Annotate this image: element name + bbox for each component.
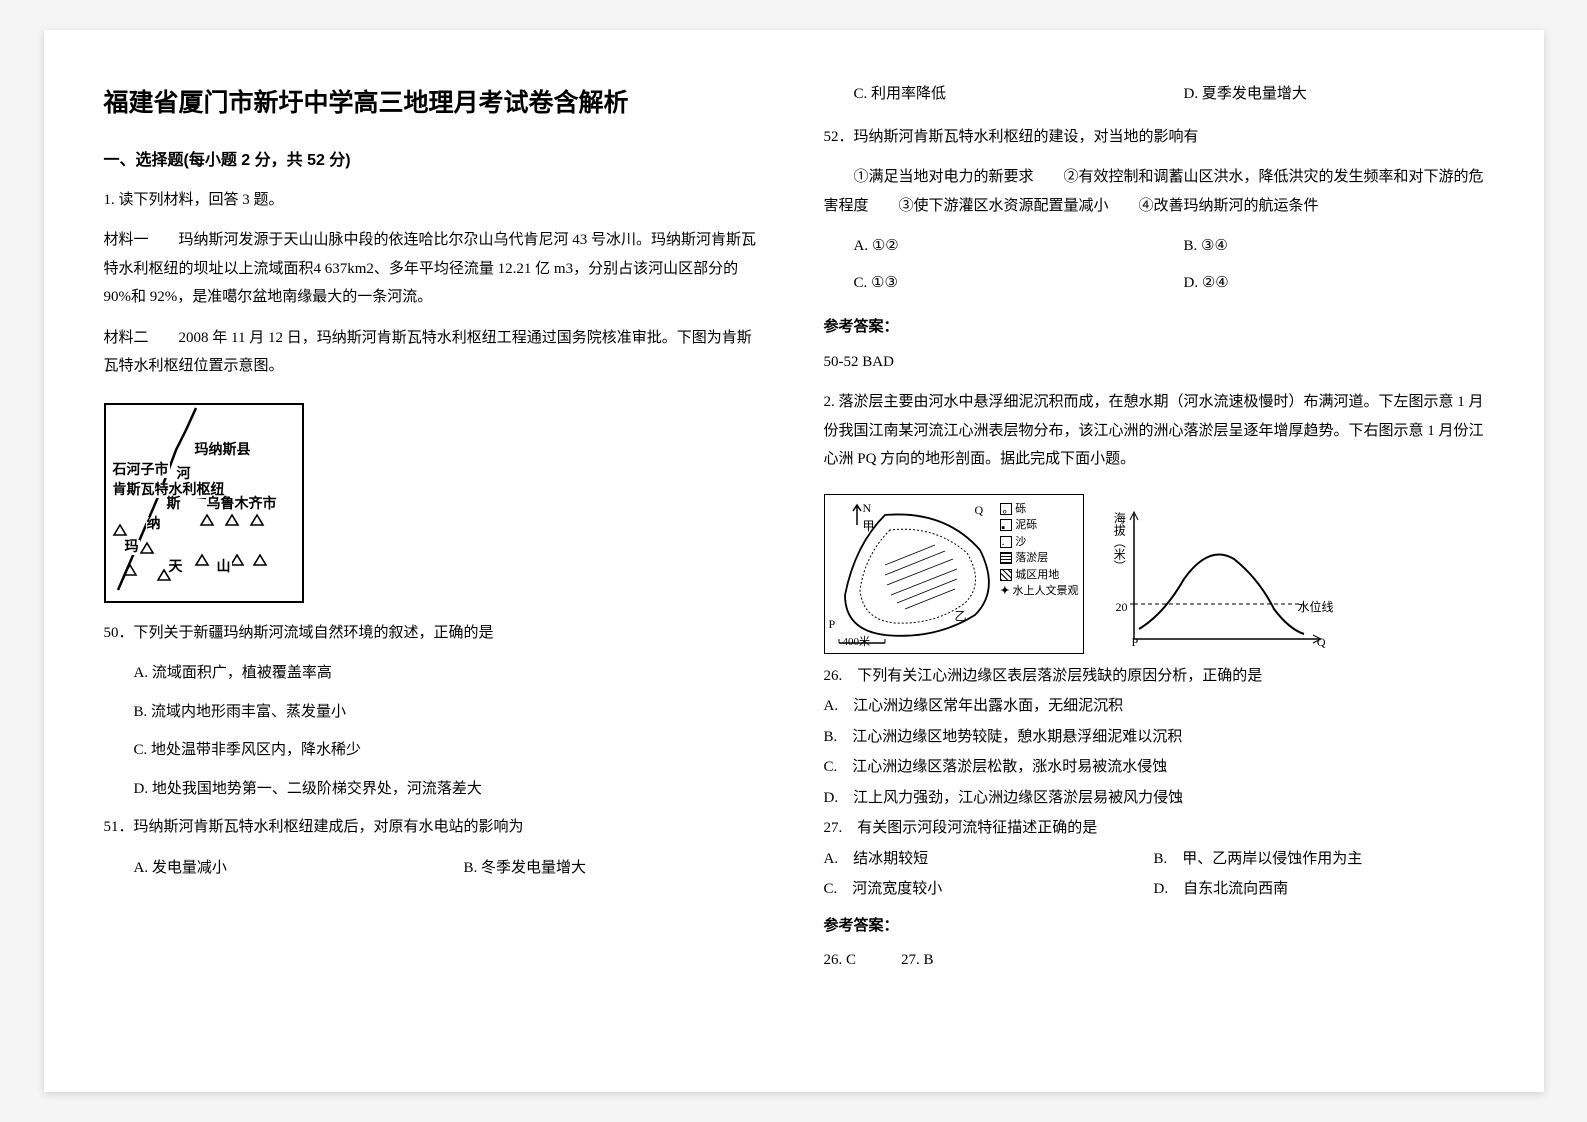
map-label-county: 玛纳斯县 [194,443,252,458]
q52-a: A. ①② [824,232,1154,261]
map-label-he: 河 [176,467,192,482]
q2-intro: 2. 落淤层主要由河水中悬浮细泥沉积而成，在憩水期（河水流速极慢时）布满河道。下… [824,388,1484,474]
legend-sha: 沙 [1015,534,1026,551]
legend-shuishang: 水上人文景观 [1013,583,1079,600]
p-label-plan: P [829,613,836,636]
map-figure: 玛纳斯县 石河子市 河 肯斯瓦特水利枢纽 斯 乌鲁木齐市 纳 玛 天 山 [104,403,304,603]
q50-d: D. 地处我国地势第一、二级阶梯交界处，河流落差大 [104,775,764,804]
figures-row: N Q 甲 乙 P 400米 ∘砾 ▪泥砾 ·沙 落淤层 城区用地 ✦水上人文景… [824,494,1484,654]
map-label-tian: 天 [168,560,184,575]
right-column: C. 利用率降低 D. 夏季发电量增大 52．玛纳斯河肯斯瓦特水利枢纽的建设，对… [824,80,1484,1042]
scale-label: 400米 [843,632,871,653]
q27-stem: 27. 有关图示河段河流特征描述正确的是 [824,814,1484,843]
q50-b: B. 流域内地形雨丰富、蒸发量小 [104,698,764,727]
answer-2627: 26. C 27. B [824,946,1484,975]
y-axis-label: 海拔（米） [1108,512,1131,572]
map-label-na: 纳 [146,517,162,532]
q51-a: A. 发电量减小 [104,854,434,883]
profile-figure: 海拔（米） 20 水位线 P Q [1104,504,1334,654]
exam-page: 福建省厦门市新圩中学高三地理月考试卷含解析 一、选择题(每小题 2 分，共 52… [44,30,1544,1092]
plan-figure: N Q 甲 乙 P 400米 ∘砾 ▪泥砾 ·沙 落淤层 城区用地 ✦水上人文景… [824,494,1084,654]
section-header: 一、选择题(每小题 2 分，共 52 分) [104,146,764,176]
water-level-label: 水位线 [1297,596,1333,619]
legend: ∘砾 ▪泥砾 ·沙 落淤层 城区用地 ✦水上人文景观 [1000,501,1078,600]
q1-intro: 1. 读下列材料，回答 3 题。 [104,186,764,215]
material-2: 材料二 2008 年 11 月 12 日，玛纳斯河肯斯瓦特水利枢纽工程通过国务院… [104,324,764,381]
map-label-shihezi: 石河子市 [112,463,170,478]
q52-stem: 52．玛纳斯河肯斯瓦特水利枢纽的建设，对当地的影响有 [824,123,1484,152]
q26-a: A. 江心洲边缘区常年出露水面，无细泥沉积 [824,692,1484,721]
map-label-urumqi: 乌鲁木齐市 [206,497,278,512]
map-label-si: 斯 [166,497,182,512]
q-label-profile: Q [1317,631,1326,654]
y-tick-20: 20 [1116,596,1128,619]
q52-opts-line: ①满足当地对电力的新要求 ②有效控制和调蓄山区洪水，降低洪灾的发生频率和对下游的… [824,163,1484,220]
map-label-shan: 山 [216,560,232,575]
q51-stem: 51．玛纳斯河肯斯瓦特水利枢纽建成后，对原有水电站的影响为 [104,813,764,842]
q51-d: D. 夏季发电量增大 [1154,80,1484,109]
p-label-profile: P [1132,631,1139,654]
q27-c: C. 河流宽度较小 [824,875,1154,904]
jia-label: 甲 [863,515,875,538]
answer-5052: 50-52 BAD [824,348,1484,377]
answer-header-2: 参考答案： [824,912,1484,941]
doc-title: 福建省厦门市新圩中学高三地理月考试卷含解析 [104,80,764,128]
legend-luoyu: 落淤层 [1015,550,1048,567]
legend-li: 砾 [1015,501,1026,518]
legend-nili: 泥砾 [1015,517,1037,534]
q52-d: D. ②④ [1154,269,1484,298]
map-label-ma: 玛 [124,540,140,555]
q51-c: C. 利用率降低 [824,80,1154,109]
yi-label: 乙 [955,605,967,628]
legend-chengqu: 城区用地 [1015,567,1059,584]
q50-stem: 50．下列关于新疆玛纳斯河流域自然环境的叙述，正确的是 [104,619,764,648]
q51-b: B. 冬季发电量增大 [434,854,764,883]
q26-stem: 26. 下列有关江心洲边缘区表层落淤层残缺的原因分析，正确的是 [824,662,1484,691]
q-label-plan: Q [975,499,984,522]
q52-c: C. ①③ [824,269,1154,298]
q27-b: B. 甲、乙两岸以侵蚀作用为主 [1154,845,1484,874]
q26-d: D. 江上风力强劲，江心洲边缘区落淤层易被风力侵蚀 [824,784,1484,813]
q26-b: B. 江心洲边缘区地势较陡，憩水期悬浮细泥难以沉积 [824,723,1484,752]
left-column: 福建省厦门市新圩中学高三地理月考试卷含解析 一、选择题(每小题 2 分，共 52… [104,80,764,1042]
q26-c: C. 江心洲边缘区落淤层松散，涨水时易被流水侵蚀 [824,753,1484,782]
q27-d: D. 自东北流向西南 [1154,875,1484,904]
q52-b: B. ③④ [1154,232,1484,261]
answer-header-1: 参考答案： [824,313,1484,342]
material-1: 材料一 玛纳斯河发源于天山山脉中段的依连哈比尔尕山乌代肯尼河 43 号冰川。玛纳… [104,226,764,312]
q27-a: A. 结冰期较短 [824,845,1154,874]
q50-c: C. 地处温带非季风区内，降水稀少 [104,736,764,765]
q50-a: A. 流域面积广，植被覆盖率高 [104,659,764,688]
